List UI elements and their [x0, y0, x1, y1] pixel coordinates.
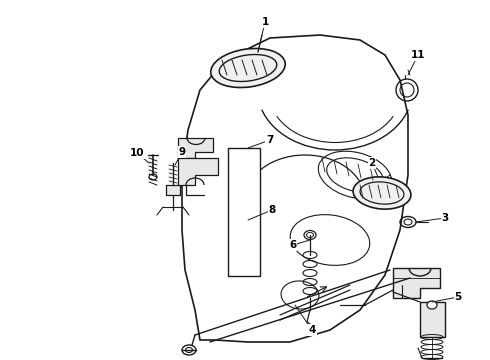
- Ellipse shape: [211, 49, 285, 87]
- Bar: [420, 302, 445, 337]
- Text: 6: 6: [290, 240, 296, 250]
- Text: 4: 4: [308, 325, 316, 335]
- Text: 10: 10: [130, 148, 144, 158]
- Ellipse shape: [427, 301, 437, 309]
- Text: 2: 2: [368, 158, 376, 168]
- Text: 5: 5: [454, 292, 462, 302]
- Ellipse shape: [353, 177, 411, 209]
- Text: 3: 3: [441, 213, 449, 223]
- Polygon shape: [178, 158, 218, 185]
- Polygon shape: [182, 35, 408, 342]
- Text: 7: 7: [266, 135, 274, 145]
- Text: 8: 8: [269, 205, 275, 215]
- Text: 1: 1: [261, 17, 269, 27]
- Bar: [166, 185, 180, 195]
- Text: 9: 9: [178, 147, 186, 157]
- Bar: [228, 148, 260, 276]
- Polygon shape: [393, 268, 440, 298]
- Text: 11: 11: [411, 50, 425, 60]
- Polygon shape: [178, 138, 213, 158]
